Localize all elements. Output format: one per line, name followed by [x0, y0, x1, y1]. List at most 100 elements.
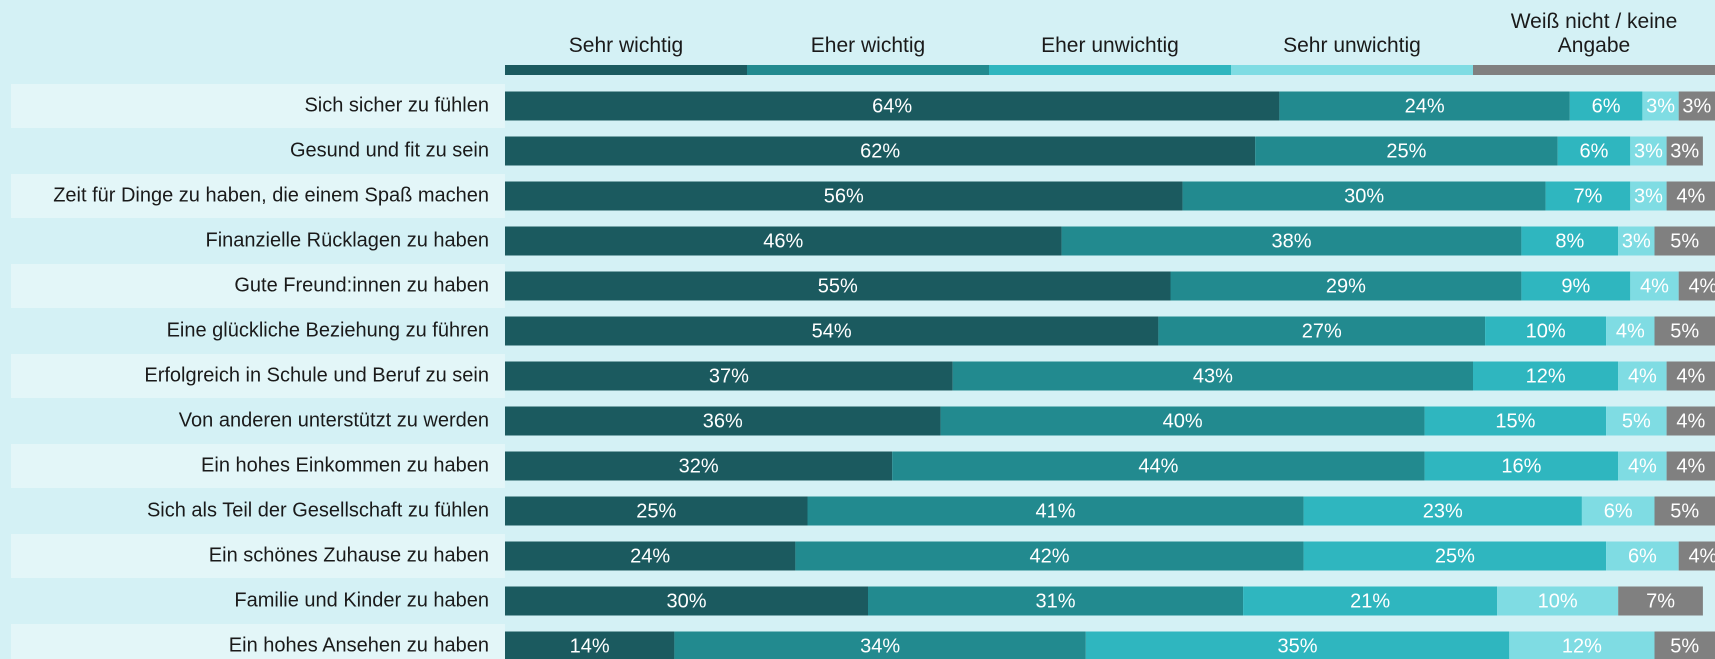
value-label: 27% — [1302, 320, 1342, 342]
bar-segment — [1279, 91, 1570, 121]
bar-segment — [1666, 136, 1703, 166]
category-label: Von anderen unterstützt zu werden — [179, 409, 489, 431]
value-label: 40% — [1163, 410, 1203, 432]
value-label: 5% — [1622, 410, 1651, 432]
bar-segment — [1485, 316, 1607, 346]
value-label: 4% — [1688, 275, 1715, 297]
value-label: 4% — [1688, 545, 1715, 567]
bar-segment — [1642, 91, 1679, 121]
value-label: 4% — [1628, 455, 1657, 477]
bar-segment — [505, 91, 1280, 121]
bar-segment — [1666, 361, 1715, 391]
value-label: 4% — [1628, 365, 1657, 387]
bar-segment — [1545, 181, 1631, 211]
bar-segment — [1061, 226, 1522, 256]
value-label: 4% — [1640, 275, 1669, 297]
value-label: 8% — [1555, 230, 1584, 252]
bar-segment — [505, 361, 953, 391]
bar-segment — [1569, 91, 1643, 121]
value-label: 16% — [1501, 455, 1541, 477]
value-label: 5% — [1670, 230, 1699, 252]
value-label: 6% — [1592, 95, 1621, 117]
category-label: Zeit für Dinge zu haben, die einem Spaß … — [53, 184, 489, 206]
bar-segment — [795, 541, 1304, 571]
bar-segment — [1521, 271, 1631, 301]
row-band — [11, 309, 505, 353]
value-label: 38% — [1271, 230, 1311, 252]
row-band — [11, 534, 505, 578]
bar-segment — [1618, 451, 1667, 481]
value-label: 10% — [1526, 320, 1566, 342]
row-band — [11, 489, 505, 533]
row-band — [11, 174, 505, 218]
value-label: 25% — [1435, 545, 1475, 567]
value-label: 31% — [1036, 590, 1076, 612]
bar-segment — [1666, 406, 1715, 436]
category-label: Gute Freund:innen zu haben — [234, 274, 489, 296]
bar-segment — [505, 631, 675, 659]
legend-label: Eher unwichtig — [1041, 34, 1179, 57]
value-label: 64% — [872, 95, 912, 117]
bar-segment — [1303, 541, 1607, 571]
value-label: 62% — [860, 140, 900, 162]
bar-segment — [505, 451, 893, 481]
category-label: Gesund und fit zu sein — [290, 139, 489, 161]
value-label: 21% — [1350, 590, 1390, 612]
value-label: 7% — [1646, 590, 1675, 612]
value-label: 42% — [1029, 545, 1069, 567]
value-label: 5% — [1670, 500, 1699, 522]
bar-segment — [1666, 181, 1715, 211]
bar-segment — [1473, 361, 1619, 391]
bar-segment — [1630, 181, 1667, 211]
legend-swatch — [989, 65, 1231, 75]
value-label: 3% — [1682, 95, 1711, 117]
value-label: 3% — [1622, 230, 1651, 252]
value-label: 14% — [570, 635, 610, 657]
value-label: 10% — [1538, 590, 1578, 612]
value-label: 9% — [1561, 275, 1590, 297]
bar-segment — [1243, 586, 1498, 616]
value-label: 46% — [763, 230, 803, 252]
bar-segment — [505, 496, 808, 526]
bar-segment — [1497, 586, 1619, 616]
bar-segment — [1509, 631, 1655, 659]
value-label: 37% — [709, 365, 749, 387]
bar-segment — [1654, 226, 1715, 256]
value-label: 55% — [818, 275, 858, 297]
value-label: 5% — [1670, 635, 1699, 657]
bar-segment — [1678, 541, 1715, 571]
bar-segment — [1678, 271, 1715, 301]
bar-segment — [1630, 136, 1667, 166]
value-label: 15% — [1495, 410, 1535, 432]
value-label: 5% — [1670, 320, 1699, 342]
bar-segment — [892, 451, 1425, 481]
value-label: 41% — [1036, 500, 1076, 522]
category-label: Sich sicher zu fühlen — [304, 94, 489, 116]
bar-segment — [1158, 316, 1486, 346]
bar-segment — [1182, 181, 1546, 211]
row-band — [11, 579, 505, 623]
bar-segment — [807, 496, 1304, 526]
value-label: 7% — [1573, 185, 1602, 207]
value-label: 6% — [1580, 140, 1609, 162]
bar-segment — [1303, 496, 1582, 526]
row-band — [11, 264, 505, 308]
row-band — [11, 84, 505, 128]
row-band — [11, 399, 505, 443]
bar-segment — [505, 406, 941, 436]
legend-swatch — [505, 65, 747, 75]
category-label: Finanzielle Rücklagen zu haben — [205, 229, 489, 251]
value-label: 44% — [1138, 455, 1178, 477]
value-label: 6% — [1604, 500, 1633, 522]
value-label: 25% — [1386, 140, 1426, 162]
value-label: 3% — [1634, 140, 1663, 162]
bar-segment — [505, 271, 1171, 301]
bar-segment — [1606, 406, 1667, 436]
legend-swatch — [1231, 65, 1473, 75]
bar-segment — [505, 226, 1062, 256]
bar-segment — [1085, 631, 1510, 659]
value-label: 4% — [1676, 365, 1705, 387]
value-label: 4% — [1616, 320, 1645, 342]
legend-swatch — [1473, 65, 1715, 75]
